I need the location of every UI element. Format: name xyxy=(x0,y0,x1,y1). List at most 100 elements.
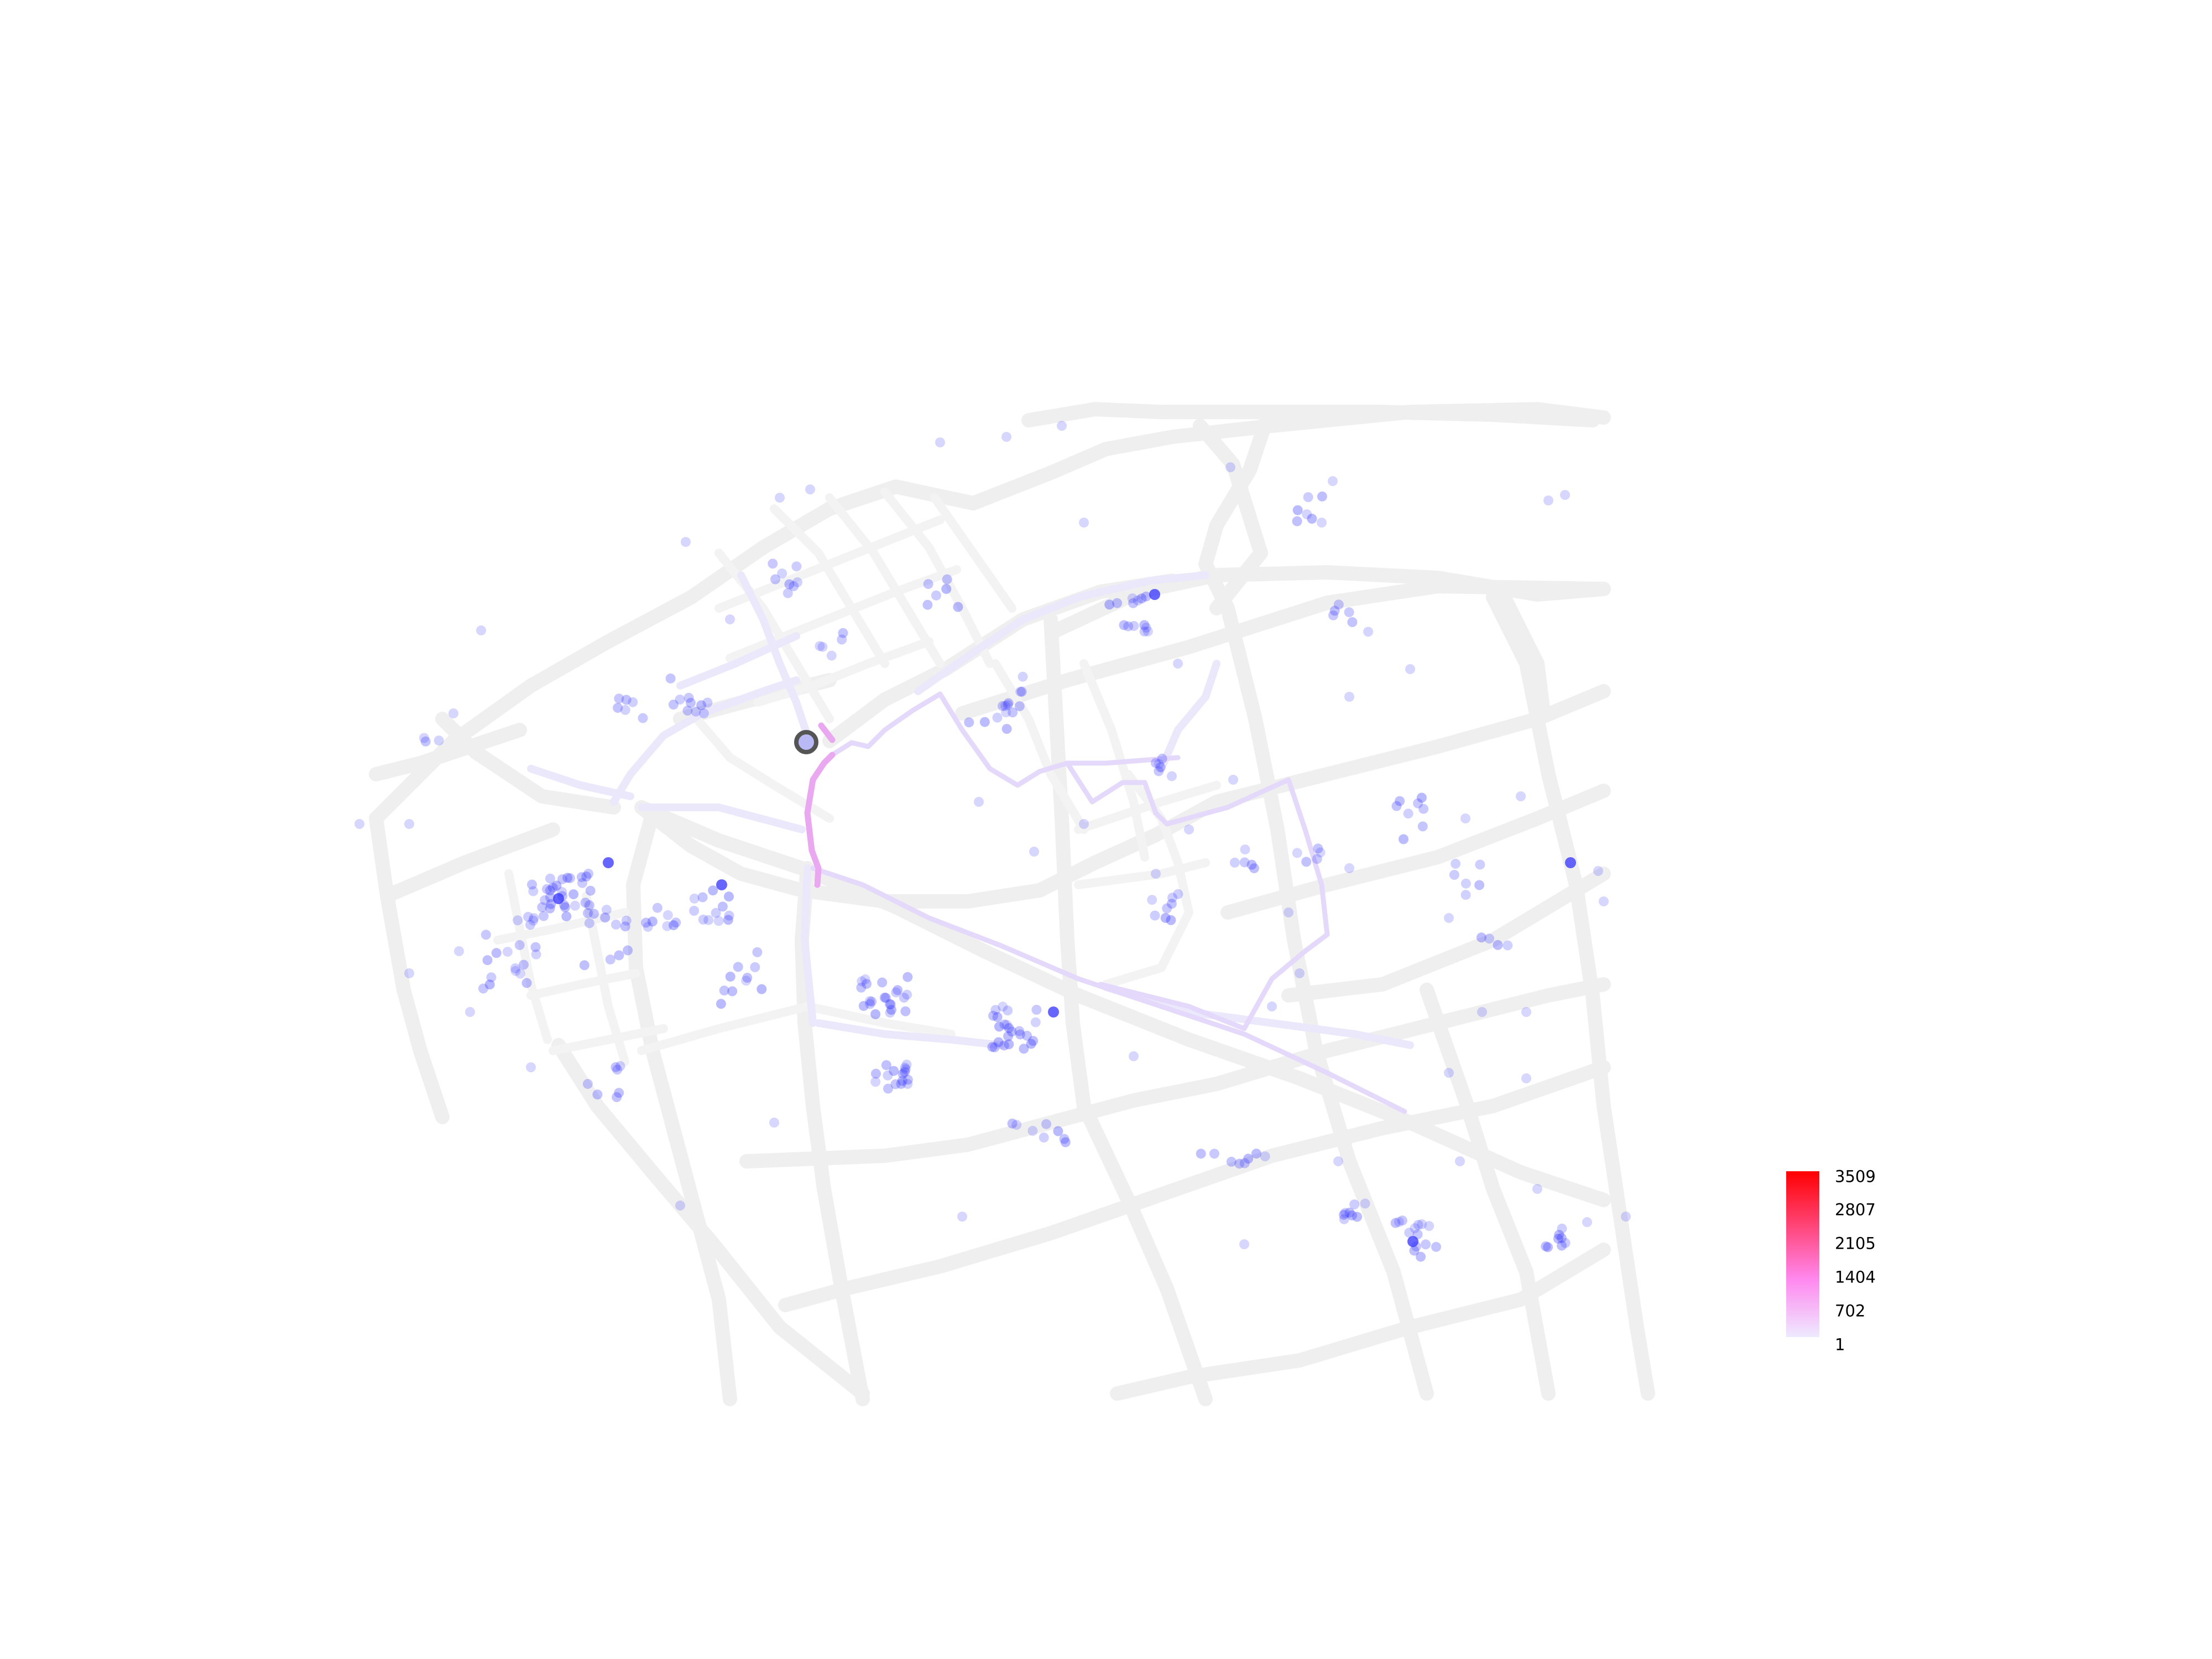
location-marker[interactable] xyxy=(1560,490,1570,500)
location-marker[interactable] xyxy=(998,1001,1008,1012)
location-marker[interactable] xyxy=(992,1012,1003,1022)
location-marker[interactable] xyxy=(724,891,734,902)
location-marker[interactable] xyxy=(727,986,738,997)
location-marker[interactable] xyxy=(889,1066,899,1076)
location-marker[interactable] xyxy=(540,895,550,905)
location-marker[interactable] xyxy=(601,905,612,915)
location-marker[interactable] xyxy=(611,1062,621,1072)
location-marker[interactable] xyxy=(826,650,837,661)
location-marker[interactable] xyxy=(1317,491,1327,502)
location-marker[interactable] xyxy=(419,733,429,743)
location-marker[interactable] xyxy=(481,930,491,940)
location-marker[interactable] xyxy=(990,1005,1001,1015)
location-marker[interactable] xyxy=(570,900,580,911)
location-marker[interactable] xyxy=(491,948,502,958)
location-marker[interactable] xyxy=(1249,863,1259,874)
location-marker[interactable] xyxy=(1155,762,1166,773)
location-marker[interactable] xyxy=(1460,890,1471,900)
location-marker[interactable] xyxy=(579,960,589,971)
location-marker[interactable] xyxy=(514,940,525,950)
location-marker[interactable] xyxy=(1541,1241,1551,1251)
location-marker[interactable] xyxy=(1493,940,1503,950)
location-marker[interactable] xyxy=(1418,804,1429,814)
location-marker[interactable] xyxy=(1226,1156,1237,1167)
location-marker[interactable] xyxy=(614,1088,624,1098)
location-marker[interactable] xyxy=(519,959,529,970)
location-marker[interactable] xyxy=(1307,514,1317,524)
location-marker[interactable] xyxy=(1142,626,1153,637)
location-marker[interactable] xyxy=(1313,843,1323,854)
location-marker[interactable] xyxy=(838,628,848,638)
location-marker[interactable] xyxy=(817,641,828,652)
location-marker[interactable] xyxy=(561,911,572,922)
location-marker[interactable] xyxy=(675,695,685,705)
location-marker[interactable] xyxy=(1554,1230,1564,1240)
location-marker[interactable] xyxy=(1360,1198,1370,1209)
location-marker[interactable] xyxy=(1059,1134,1070,1144)
location-marker[interactable] xyxy=(1026,1039,1036,1049)
location-marker[interactable] xyxy=(1057,421,1067,431)
location-marker[interactable] xyxy=(1553,1233,1563,1244)
location-marker[interactable] xyxy=(1431,1241,1441,1252)
location-marker[interactable] xyxy=(768,559,778,569)
location-marker[interactable] xyxy=(1129,1051,1139,1061)
location-marker[interactable] xyxy=(769,1118,779,1128)
location-marker[interactable] xyxy=(858,1001,869,1011)
location-marker[interactable] xyxy=(885,999,895,1009)
location-marker[interactable] xyxy=(465,1007,475,1017)
location-marker[interactable] xyxy=(941,584,952,594)
location-marker[interactable] xyxy=(542,884,552,894)
location-marker[interactable] xyxy=(1141,623,1151,633)
location-marker[interactable] xyxy=(1409,1245,1420,1256)
location-marker[interactable] xyxy=(1347,1210,1357,1220)
location-marker[interactable] xyxy=(1394,1217,1404,1227)
location-marker[interactable] xyxy=(885,1008,895,1018)
location-marker[interactable] xyxy=(1112,598,1123,608)
location-marker[interactable] xyxy=(1292,848,1302,858)
location-marker[interactable] xyxy=(879,993,890,1003)
location-marker[interactable] xyxy=(742,973,753,983)
location-marker[interactable] xyxy=(621,695,632,705)
location-marker[interactable] xyxy=(1128,598,1139,608)
location-marker[interactable] xyxy=(1460,813,1470,823)
location-marker[interactable] xyxy=(528,886,539,896)
location-marker[interactable] xyxy=(1403,808,1413,819)
location-marker[interactable] xyxy=(867,997,877,1007)
location-marker[interactable] xyxy=(1339,1214,1349,1224)
location-marker[interactable] xyxy=(724,910,734,921)
location-marker[interactable] xyxy=(942,574,952,585)
location-marker[interactable] xyxy=(881,993,891,1003)
location-marker[interactable] xyxy=(545,892,555,902)
location-marker[interactable] xyxy=(1413,798,1423,808)
location-marker[interactable] xyxy=(1139,627,1150,637)
location-marker[interactable] xyxy=(568,889,579,900)
location-marker[interactable] xyxy=(1317,518,1327,528)
location-marker[interactable] xyxy=(1476,932,1486,943)
location-marker[interactable] xyxy=(901,1060,912,1070)
location-marker[interactable] xyxy=(1160,912,1171,923)
location-marker[interactable] xyxy=(1133,595,1143,606)
location-marker[interactable] xyxy=(1003,700,1013,710)
location-marker[interactable] xyxy=(623,945,633,956)
location-marker[interactable] xyxy=(1147,895,1157,905)
location-marker[interactable] xyxy=(620,921,630,932)
location-marker[interactable] xyxy=(539,911,549,921)
location-marker[interactable] xyxy=(1243,1154,1254,1164)
location-marker[interactable] xyxy=(1390,1218,1401,1228)
location-marker[interactable] xyxy=(537,902,547,912)
location-marker[interactable] xyxy=(1079,819,1089,829)
location-marker[interactable] xyxy=(979,717,990,727)
location-marker[interactable] xyxy=(1449,870,1459,880)
location-marker[interactable] xyxy=(1166,899,1177,909)
location-marker[interactable] xyxy=(1027,1126,1038,1136)
location-marker[interactable] xyxy=(621,915,632,926)
location-marker[interactable] xyxy=(857,976,867,987)
location-marker[interactable] xyxy=(1246,859,1257,870)
location-marker[interactable] xyxy=(530,942,541,952)
location-marker[interactable] xyxy=(1030,1017,1041,1027)
location-marker[interactable] xyxy=(862,979,872,989)
location-marker[interactable] xyxy=(1521,1073,1531,1083)
location-marker[interactable] xyxy=(886,1005,896,1015)
location-marker[interactable] xyxy=(643,922,653,932)
location-marker[interactable] xyxy=(716,879,727,890)
